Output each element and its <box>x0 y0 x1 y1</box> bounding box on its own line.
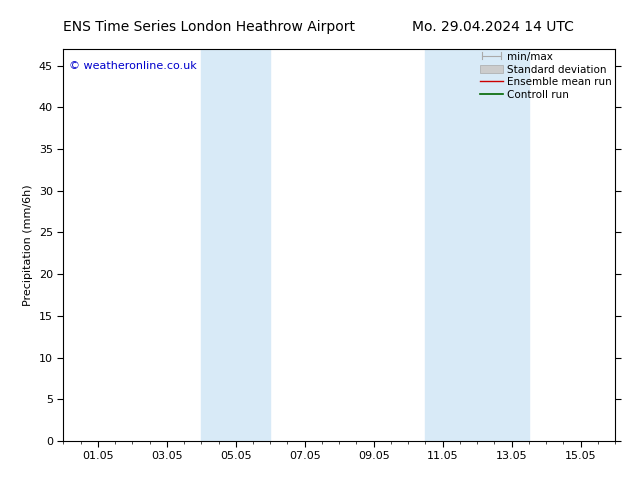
Y-axis label: Precipitation (mm/6h): Precipitation (mm/6h) <box>23 184 34 306</box>
Text: Mo. 29.04.2024 14 UTC: Mo. 29.04.2024 14 UTC <box>412 20 574 34</box>
Text: ENS Time Series London Heathrow Airport: ENS Time Series London Heathrow Airport <box>63 20 356 34</box>
Legend: min/max, Standard deviation, Ensemble mean run, Controll run: min/max, Standard deviation, Ensemble me… <box>478 50 614 102</box>
Text: © weatheronline.co.uk: © weatheronline.co.uk <box>69 61 197 71</box>
Bar <box>425 49 529 441</box>
Bar <box>202 49 270 441</box>
